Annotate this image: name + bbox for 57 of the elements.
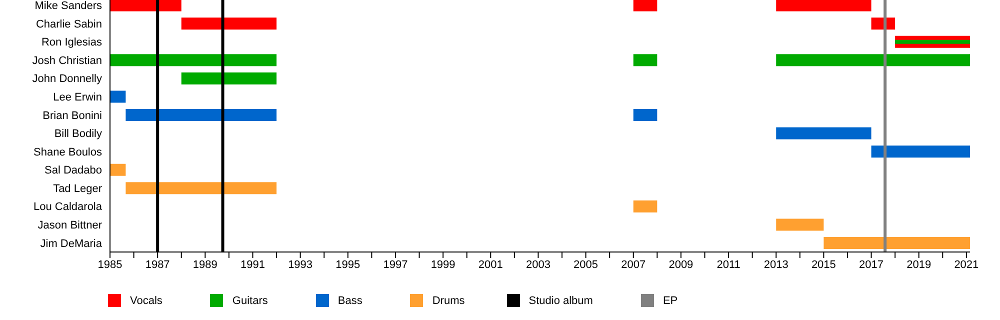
- x-tick-label: 1987: [145, 258, 170, 271]
- bar: [633, 54, 658, 66]
- x-tick-label: 2021: [954, 258, 979, 271]
- y-tick-label: Tad Leger: [53, 182, 102, 195]
- y-tick-label: John Donnelly: [32, 73, 102, 86]
- y-tick-label: Jason Bittner: [38, 219, 102, 232]
- bar: [633, 200, 658, 212]
- x-tick-label: 2013: [764, 258, 788, 271]
- x-tick-label: 2011: [716, 258, 740, 271]
- bar: [110, 0, 182, 12]
- x-tick-label: 2017: [859, 258, 884, 271]
- x-tick-label: 2009: [668, 258, 694, 271]
- y-tick-label: Lee Erwin: [53, 91, 102, 104]
- x-tick-label: 2003: [526, 258, 550, 271]
- y-tick-label: Charlie Sabin: [36, 18, 102, 30]
- bar: [633, 109, 658, 122]
- x-tick-label: 1995: [336, 258, 360, 271]
- bar: [181, 72, 277, 84]
- x-tick-label: 1993: [288, 258, 313, 271]
- y-tick-label: Jim DeMaria: [40, 238, 103, 250]
- legend-label: Vocals: [130, 294, 162, 306]
- bar: [110, 90, 126, 103]
- bar: [776, 0, 872, 12]
- x-tick-label: 2007: [621, 258, 646, 271]
- x-tick-label: 1991: [240, 258, 265, 271]
- y-tick-label: Ron Iglesias: [41, 36, 102, 49]
- y-tick-label: Shane Boulos: [34, 146, 102, 158]
- x-tick-label: 1985: [98, 258, 122, 271]
- bar: [110, 54, 277, 66]
- bar: [776, 127, 872, 140]
- y-tick-label: Mike Sanders: [34, 0, 102, 12]
- x-tick-label: 2015: [811, 258, 836, 271]
- legend-label: Studio album: [528, 294, 593, 306]
- bar: [824, 237, 970, 250]
- y-tick-label: Brian Bonini: [42, 110, 102, 122]
- bar: [126, 109, 277, 122]
- x-tick-label: 2001: [478, 258, 503, 271]
- x-tick-label: 1999: [430, 258, 456, 271]
- x-tick-label: 1989: [192, 258, 218, 271]
- y-tick-label: Bill Bodily: [54, 128, 102, 140]
- bar: [871, 146, 970, 158]
- bar: [776, 218, 824, 231]
- y-tick-label: Sal Dadabo: [44, 164, 102, 177]
- legend-label: Guitars: [232, 294, 268, 306]
- x-tick-label: 2005: [574, 258, 598, 271]
- bar: [110, 164, 126, 176]
- bar: [126, 182, 277, 194]
- bar: [633, 0, 658, 12]
- bar: [776, 54, 970, 66]
- y-tick-label: Lou Caldarola: [34, 201, 103, 214]
- legend-label: Bass: [338, 294, 362, 306]
- x-tick-label: 1997: [383, 258, 408, 271]
- x-tick-label: 2019: [906, 258, 932, 271]
- legend-label: Drums: [432, 294, 465, 306]
- bar: [181, 18, 277, 30]
- legend-label: EP: [662, 294, 678, 306]
- y-tick-label: Josh Christian: [32, 54, 102, 67]
